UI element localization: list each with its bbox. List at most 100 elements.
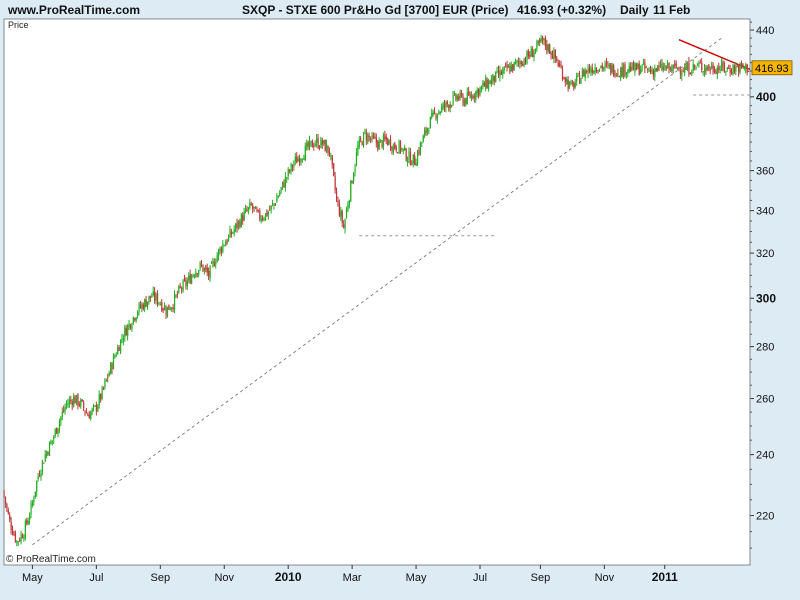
candle-body xyxy=(269,209,271,211)
candle-body xyxy=(48,442,51,456)
candle-body xyxy=(161,302,163,311)
candle-body xyxy=(26,519,28,524)
candle-body xyxy=(33,499,35,503)
candle-body xyxy=(284,176,287,188)
candle-body xyxy=(360,138,362,140)
candle-body xyxy=(303,158,305,160)
candle-body xyxy=(56,427,58,434)
candle-body xyxy=(152,291,154,296)
candle-body xyxy=(203,268,206,271)
candle-body xyxy=(408,151,410,160)
candle-body xyxy=(262,218,264,220)
candle-body xyxy=(492,74,494,81)
candle-body xyxy=(172,307,174,309)
x-tick-label: 2010 xyxy=(275,570,302,584)
candle-body xyxy=(713,69,716,73)
candle-body xyxy=(695,66,697,69)
candle-body xyxy=(206,267,208,273)
candle-body xyxy=(14,532,17,542)
candle-body xyxy=(7,509,9,514)
candle-body xyxy=(709,69,711,71)
candle-body xyxy=(546,44,548,51)
candle-body xyxy=(247,207,250,211)
candle-body xyxy=(164,306,166,311)
candle-body xyxy=(593,70,595,74)
candle-body xyxy=(293,163,295,167)
candle-body xyxy=(181,287,183,290)
candle-body xyxy=(198,270,200,275)
candle-body xyxy=(696,64,699,66)
candle-body xyxy=(519,62,521,64)
candle-body xyxy=(449,103,451,109)
candle-body xyxy=(496,70,498,72)
candle-body xyxy=(651,70,653,74)
candle-body xyxy=(279,192,281,196)
candle-body xyxy=(256,208,258,212)
candle-body xyxy=(40,472,42,478)
candle-body xyxy=(46,451,48,457)
candle-body xyxy=(728,67,730,69)
candle-body xyxy=(689,73,692,75)
candle-body xyxy=(118,347,120,351)
candle-body xyxy=(434,111,436,113)
candle-body xyxy=(662,66,665,70)
candle-body xyxy=(361,141,363,146)
candle-body xyxy=(578,75,581,84)
candle-body xyxy=(188,275,190,281)
candle-body xyxy=(20,534,22,542)
candle-body xyxy=(178,285,180,293)
candle-body xyxy=(551,54,554,60)
date-label: 11 Feb xyxy=(653,3,691,17)
candle-body xyxy=(6,504,8,509)
candle-body xyxy=(154,291,156,301)
y-tick-label: 340 xyxy=(756,206,774,218)
quote-label: 416.93 (+0.32%) xyxy=(517,3,607,17)
candle-body xyxy=(739,63,741,72)
candle-body xyxy=(365,132,368,141)
candle-body xyxy=(679,70,682,75)
candle-body xyxy=(503,66,505,71)
candle-body xyxy=(147,301,149,308)
candle-body xyxy=(475,91,477,100)
candle-body xyxy=(148,295,150,303)
candle-body xyxy=(39,474,41,476)
candle-body xyxy=(664,65,666,67)
candle-body xyxy=(516,60,518,63)
y-tick-label: 240 xyxy=(756,450,774,462)
candle-body xyxy=(193,275,196,277)
candle-body xyxy=(372,136,375,138)
candle-body xyxy=(71,401,73,406)
candle-body xyxy=(280,187,282,191)
candle-body xyxy=(603,67,605,69)
candle-body xyxy=(669,67,672,71)
candle-body xyxy=(97,405,99,412)
candle-body xyxy=(151,296,153,298)
candle-body xyxy=(131,325,133,330)
panel-label: Price xyxy=(8,20,29,30)
candle-body xyxy=(422,135,424,143)
candle-body xyxy=(41,460,44,472)
candle-body xyxy=(550,53,552,55)
candle-body xyxy=(66,403,68,406)
candle-body xyxy=(726,67,728,70)
candle-body xyxy=(311,139,314,148)
candle-body xyxy=(375,137,377,143)
candle-body xyxy=(745,64,747,69)
candle-body xyxy=(156,292,159,304)
candle-body xyxy=(358,139,360,147)
candle-body xyxy=(671,69,673,71)
plot-area xyxy=(3,18,751,566)
candle-body xyxy=(699,62,701,64)
candle-body xyxy=(336,191,338,199)
candle-body xyxy=(628,65,630,72)
candle-body xyxy=(523,59,525,66)
candle-body xyxy=(667,63,669,69)
candle-body xyxy=(37,475,39,480)
candle-body xyxy=(466,92,468,104)
candle-body xyxy=(507,65,510,68)
candle-body xyxy=(553,50,555,59)
candle-body xyxy=(95,404,98,411)
candle-body xyxy=(505,65,507,67)
candle-body xyxy=(85,412,88,414)
